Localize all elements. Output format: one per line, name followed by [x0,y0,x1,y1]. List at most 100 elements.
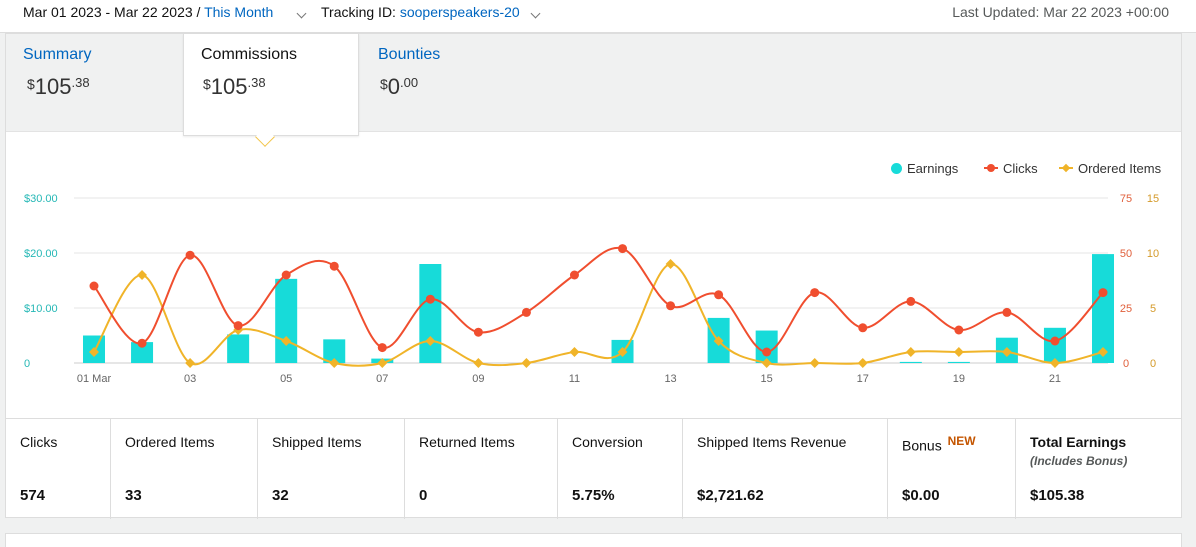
metric-shipped-items: Shipped Items 32 [257,419,404,519]
tab-commissions-amount: $105.38 [203,74,266,99]
new-badge: NEW [947,434,976,448]
clicks-point [1050,336,1060,346]
tab-commissions[interactable]: Commissions $105.38 [183,34,359,147]
metric-label: Bonus NEW [902,434,976,454]
legend-clicks-label: Clicks [1003,161,1038,176]
clicks-point [521,307,531,317]
x-tick-label: 05 [280,373,292,385]
tracking-label: Tracking ID: [321,4,396,20]
y-tick-label-earnings: 0 [24,358,30,370]
report-tabs: Summary $105.38 Commissions $105.38 Boun… [6,34,1181,147]
chart-plot: 0 0 0 $10.00 25 5 $20.00 50 10 $30.00 75 15 01 Mar 03… [24,193,1159,385]
y-tick-label-earnings: $30.00 [24,193,58,205]
metric-label: Shipped Items [272,434,362,450]
earnings-bar [947,361,970,363]
earnings-bar [275,278,298,363]
date-separator: / [196,4,201,20]
chart-legend: Earnings Clicks Ordered Items [6,161,1181,179]
y-tick-label-ordered: 5 [1150,303,1156,315]
x-tick-label: 01 Mar [77,373,112,385]
earnings-bar [323,339,346,363]
clicks-point [329,261,339,271]
y-tick-label-ordered: 0 [1150,358,1156,370]
clicks-point [954,325,964,335]
clicks-point [377,343,387,353]
metric-label: Returned Items [419,434,515,450]
x-tick-label: 21 [1049,373,1061,385]
y-tick-label-clicks: 0 [1123,358,1129,370]
metric-label: Conversion [572,434,643,450]
ordered-items-point [809,358,820,368]
metric-label: Clicks [20,434,58,450]
clicks-point [137,338,147,348]
tab-bounties-amount: $0.00 [380,74,419,99]
y-tick-label-ordered: 10 [1147,248,1159,260]
earnings-chart: Earnings Clicks Ordered Items 0 0 0 $10.00 2… [6,132,1181,418]
tab-summary-amount: $105.38 [27,74,90,99]
clicks-point [569,270,579,280]
chevron-down-icon[interactable] [296,8,307,19]
top-bar: Mar 01 2023 - Mar 22 2023 / This Month T… [0,0,1196,33]
legend-ordered-label: Ordered Items [1078,161,1162,176]
clicks-point [666,301,676,311]
ordered-legend-swatch [1059,163,1073,173]
tracking-id-value[interactable]: sooperspeakers-20 [399,4,520,20]
metric-value: $2,721.62 [697,487,764,504]
metric-value: $0.00 [902,487,940,504]
ordered-items-point [473,358,484,368]
ordered-items-point [1050,358,1060,368]
clicks-point [906,296,916,306]
metrics-row: Clicks 574 Ordered Items 33 Shipped Item… [6,418,1181,519]
earnings-bar [1092,254,1114,363]
x-tick-label: 17 [857,373,869,385]
metric-total-earnings: Total Earnings (Includes Bonus) $105.38 [1015,419,1181,519]
ordered-items-point [617,347,628,357]
clicks-point [281,270,291,280]
x-tick-label: 07 [376,373,388,385]
clicks-point [1098,288,1108,298]
metric-bonus: Bonus NEW $0.00 [887,419,1015,519]
metric-conversion: Conversion 5.75% [557,419,682,519]
clicks-point [473,327,483,337]
chevron-down-icon[interactable] [530,8,541,19]
metric-value: 0 [419,487,428,504]
period-link[interactable]: This Month [204,4,274,20]
legend-clicks[interactable]: Clicks [984,161,1038,176]
metric-clicks: Clicks 574 [6,419,110,519]
tab-bounties[interactable]: Bounties $0.00 [361,34,537,132]
clicks-point [858,323,868,333]
clicks-point [762,347,772,357]
ordered-items-point [665,259,676,269]
earnings-bar [899,361,922,363]
x-tick-label: 03 [184,373,196,385]
ordered-items-point [1098,347,1108,357]
clicks-legend-swatch [984,163,998,173]
ordered-items-point [905,347,916,357]
x-tick-label: 11 [569,373,580,385]
tracking-id-selector[interactable]: Tracking ID: sooperspeakers-20 [321,4,520,20]
clicks-point [233,321,243,331]
earnings-bar [755,330,778,363]
clicks-point [1002,307,1012,317]
clicks-point [810,288,820,298]
earnings-bar [227,334,250,363]
y-tick-label-earnings: $10.00 [24,303,58,315]
date-range-selector[interactable]: Mar 01 2023 - Mar 22 2023 / This Month [23,4,273,20]
ordered-items-point [185,358,196,368]
earnings-report-card: Summary $105.38 Commissions $105.38 Boun… [5,33,1182,519]
bonus-label-text: Bonus [902,437,942,454]
earnings-legend-swatch [891,163,902,174]
ordered-items-point [857,358,868,368]
ordered-items-point [521,358,532,368]
legend-earnings[interactable]: Earnings [891,161,958,176]
clicks-point [89,281,99,291]
metric-ordered-items: Ordered Items 33 [110,419,257,519]
legend-ordered[interactable]: Ordered Items [1059,161,1161,176]
ordered-items-point [569,347,580,357]
metric-shipped-revenue: Shipped Items Revenue $2,721.62 [682,419,887,519]
clicks-point [425,294,435,304]
x-tick-label: 09 [472,373,484,385]
ordered-items-point [953,347,964,357]
legend-earnings-label: Earnings [907,161,959,176]
tab-summary[interactable]: Summary $105.38 [6,34,182,132]
